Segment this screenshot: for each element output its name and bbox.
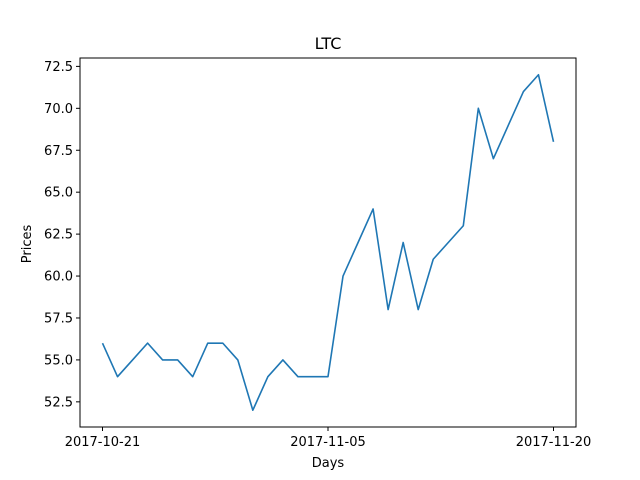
x-axis-label: Days	[312, 456, 345, 471]
y-tick-label: 67.5	[44, 144, 73, 159]
y-tick-label: 57.5	[44, 311, 73, 326]
y-tick-label: 62.5	[44, 228, 73, 243]
y-axis-label: Prices	[20, 225, 35, 264]
series-line-0	[101, 73, 555, 412]
y-tick-label: 70.0	[44, 102, 73, 117]
x-tick-label: 2017-11-05	[290, 435, 366, 450]
y-tick-label: 60.0	[44, 270, 73, 285]
y-tick-label: 55.0	[44, 353, 73, 368]
y-tick-label: 72.5	[44, 60, 73, 75]
plot-area: 52.5 55.0 57.5 60.0 62.5 65.0 67.5 70.0 72.5 2017…	[44, 57, 592, 450]
chart-title: LTC	[315, 34, 342, 53]
y-tick-label: 52.5	[44, 395, 73, 410]
y-tick-label: 65.0	[44, 186, 73, 201]
x-tick-label: 2017-10-21	[65, 435, 141, 450]
x-tick-label: 2017-11-20	[516, 435, 592, 450]
